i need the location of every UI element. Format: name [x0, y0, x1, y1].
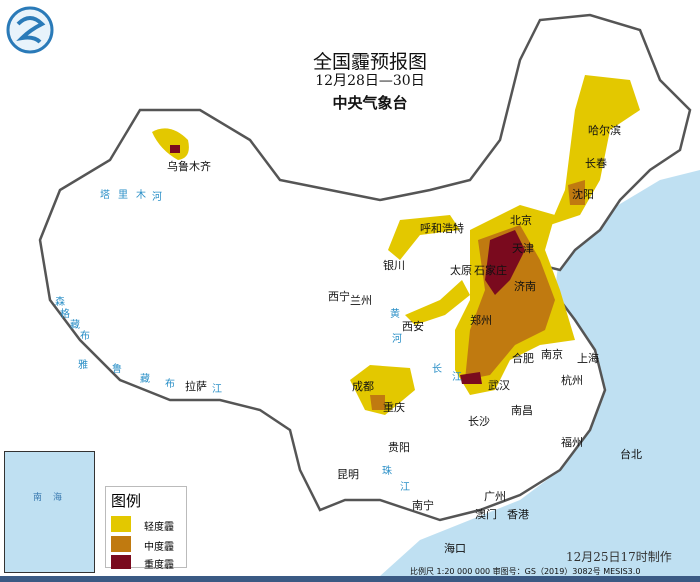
city-label: 西安 — [402, 320, 424, 333]
city-label: 沈阳 — [572, 188, 594, 201]
river-label: 格 — [60, 309, 70, 320]
city-label: 杭州 — [561, 374, 583, 387]
city-label: 广州 — [484, 490, 506, 503]
river-label: 雅 — [78, 360, 88, 371]
map-title: 全国霾预报图 — [312, 51, 427, 73]
river-label: 布 — [80, 331, 90, 342]
date-range: 12月28日—30日 — [315, 73, 425, 89]
legend-label-moderate: 中度霾 — [144, 542, 174, 553]
river-label: 森 — [55, 297, 65, 308]
south-china-sea-inset: 南 海 — [4, 451, 95, 573]
city-label: 北京 — [510, 214, 532, 227]
city-label: 武汉 — [488, 379, 510, 392]
river-label: 长 — [432, 364, 442, 375]
haze-heavy-wuhan — [460, 372, 482, 384]
haze-moderate-chongqing — [370, 395, 385, 410]
river-label: 藏 — [70, 320, 80, 331]
city-label: 南昌 — [511, 404, 533, 417]
city-label: 重庆 — [383, 401, 405, 414]
city-label: 太原 — [450, 264, 472, 277]
city-label: 哈尔滨 — [588, 124, 621, 137]
legend-swatch-heavy — [111, 555, 131, 569]
river-label: 河 — [152, 192, 162, 203]
made-time: 12月25日17时制作 — [566, 550, 672, 564]
inset-label: 海 — [53, 493, 63, 503]
bottom-bar — [0, 576, 700, 582]
haze-heavy-core — [485, 230, 525, 295]
legend-label-heavy: 重度霾 — [144, 560, 174, 571]
city-label: 乌鲁木齐 — [167, 160, 211, 173]
haze-light-sichuan — [350, 365, 415, 415]
city-label: 澳门 — [475, 508, 497, 521]
city-label: 天津 — [512, 242, 534, 255]
city-label: 南宁 — [412, 499, 434, 512]
river-label: 里 — [118, 190, 128, 201]
river-label: 河 — [392, 334, 402, 345]
city-label: 成都 — [352, 380, 374, 393]
city-label: 合肥 — [512, 352, 534, 365]
scale-info: 比例尺 1:20 000 000 审图号：GS（2019）3082号 MESIS… — [410, 567, 641, 576]
river-label: 江 — [400, 482, 410, 493]
city-label: 上海 — [577, 352, 599, 365]
sea — [380, 170, 700, 576]
legend-swatch-moderate — [111, 536, 131, 552]
river-label: 藏 — [140, 374, 150, 385]
haze-light-hetao — [388, 215, 460, 260]
city-label: 海口 — [444, 542, 466, 555]
city-label: 昆明 — [337, 468, 359, 481]
river-label: 黄 — [390, 309, 400, 320]
city-label: 福州 — [561, 436, 583, 449]
city-label: 长沙 — [468, 415, 490, 428]
city-label: 南京 — [541, 348, 563, 361]
city-label: 郑州 — [470, 314, 492, 327]
river-label: 布 — [165, 379, 175, 390]
river-label: 江 — [452, 372, 462, 383]
river-label: 木 — [136, 190, 146, 201]
haze-light-guanzhong — [405, 280, 470, 325]
logo — [6, 6, 54, 54]
haze-moderate-northeast — [568, 180, 585, 205]
city-label: 台北 — [620, 448, 642, 461]
city-label: 拉萨 — [185, 380, 207, 393]
city-label: 长春 — [585, 157, 607, 170]
river-label: 珠 — [382, 466, 392, 477]
city-label: 石家庄 — [474, 264, 507, 277]
issuer: 中央气象台 — [332, 94, 408, 112]
legend-swatch-light — [111, 516, 131, 532]
river-label: 江 — [212, 384, 222, 395]
city-label: 济南 — [514, 280, 536, 293]
legend-label-light: 轻度霾 — [144, 522, 174, 533]
city-label: 银川 — [383, 259, 405, 272]
river-label: 鲁 — [112, 364, 122, 375]
city-label: 兰州 — [350, 294, 372, 307]
legend: 图例 轻度霾 中度霾 重度霾 — [105, 486, 187, 571]
city-label: 呼和浩特 — [420, 222, 464, 235]
city-label: 贵阳 — [388, 441, 410, 454]
city-label: 香港 — [507, 508, 529, 521]
city-label: 西宁 — [328, 290, 350, 303]
inset-label: 南 — [33, 493, 43, 503]
haze-heavy-xinjiang — [170, 145, 180, 153]
river-label: 塔 — [100, 190, 110, 201]
legend-title: 图例 — [111, 492, 142, 510]
